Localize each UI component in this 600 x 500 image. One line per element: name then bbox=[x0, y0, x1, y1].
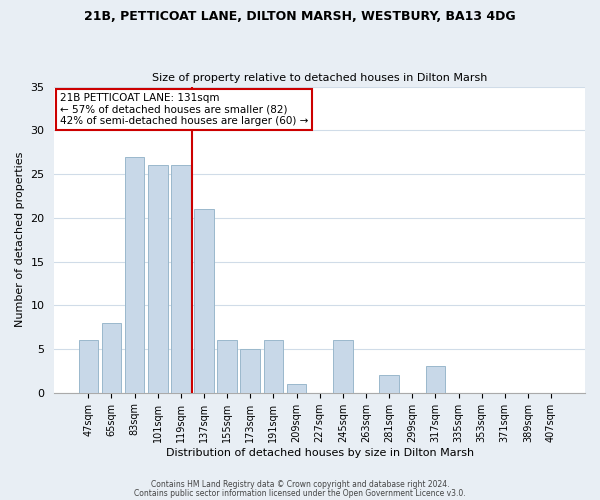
Bar bbox=[194, 209, 214, 392]
Bar bbox=[79, 340, 98, 392]
Bar bbox=[379, 375, 399, 392]
Bar bbox=[287, 384, 307, 392]
Bar bbox=[125, 156, 145, 392]
Title: Size of property relative to detached houses in Dilton Marsh: Size of property relative to detached ho… bbox=[152, 73, 487, 83]
Bar bbox=[333, 340, 353, 392]
Bar bbox=[148, 166, 167, 392]
Text: Contains public sector information licensed under the Open Government Licence v3: Contains public sector information licen… bbox=[134, 488, 466, 498]
Text: Contains HM Land Registry data © Crown copyright and database right 2024.: Contains HM Land Registry data © Crown c… bbox=[151, 480, 449, 489]
X-axis label: Distribution of detached houses by size in Dilton Marsh: Distribution of detached houses by size … bbox=[166, 448, 474, 458]
Y-axis label: Number of detached properties: Number of detached properties bbox=[15, 152, 25, 328]
Bar bbox=[171, 166, 191, 392]
Text: 21B, PETTICOAT LANE, DILTON MARSH, WESTBURY, BA13 4DG: 21B, PETTICOAT LANE, DILTON MARSH, WESTB… bbox=[84, 10, 516, 23]
Bar bbox=[425, 366, 445, 392]
Text: 21B PETTICOAT LANE: 131sqm
← 57% of detached houses are smaller (82)
42% of semi: 21B PETTICOAT LANE: 131sqm ← 57% of deta… bbox=[60, 92, 308, 126]
Bar bbox=[101, 322, 121, 392]
Bar bbox=[263, 340, 283, 392]
Bar bbox=[217, 340, 237, 392]
Bar bbox=[241, 349, 260, 393]
